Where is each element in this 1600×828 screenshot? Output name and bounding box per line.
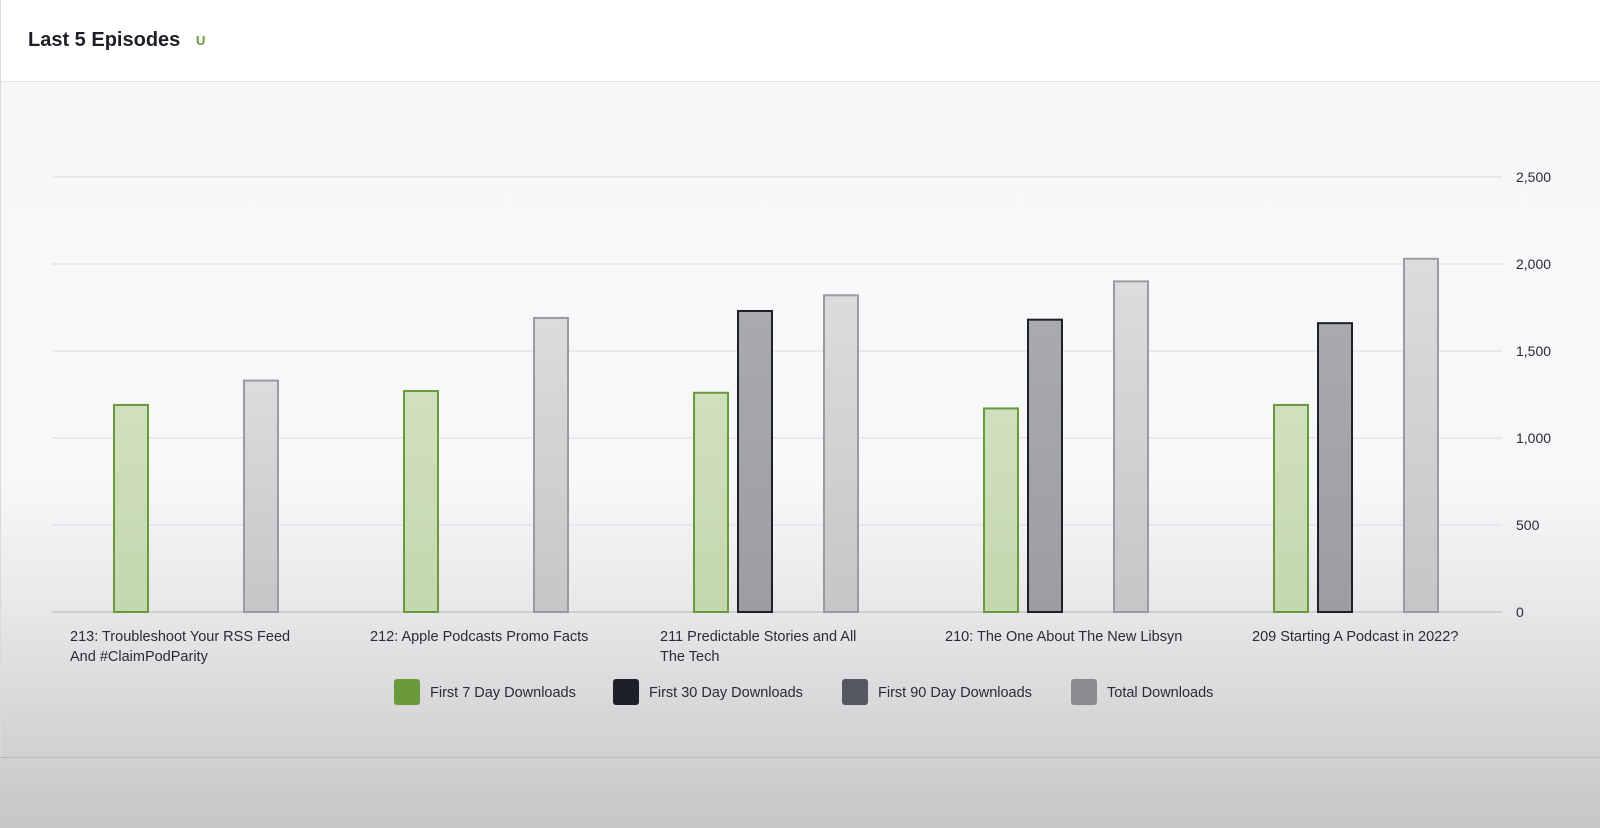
- legend-swatch[interactable]: [394, 679, 420, 705]
- y-tick-label: 2,500: [1516, 169, 1551, 185]
- bar-first-30-day-downloads[interactable]: [1317, 322, 1353, 613]
- page-title: Last 5 Episodes: [28, 29, 181, 51]
- legend-swatch[interactable]: [842, 679, 868, 705]
- x-tick-label: 210: The One About The New Libsyn: [945, 629, 1182, 645]
- legend-swatch[interactable]: [613, 679, 639, 705]
- bar-total-downloads[interactable]: [533, 316, 569, 613]
- footer-divider: [0, 757, 1600, 758]
- legend-label[interactable]: First 7 Day Downloads: [430, 685, 576, 701]
- bar-first-7-day-downloads[interactable]: [1273, 403, 1309, 613]
- x-tick-label: 209 Starting A Podcast in 2022?: [1252, 629, 1458, 645]
- bar-total-downloads[interactable]: [243, 379, 279, 613]
- card-header: Last 5 Episodes U: [0, 0, 1600, 82]
- x-tick-label: 213: Troubleshoot Your RSS Feed And #Clai…: [70, 629, 290, 665]
- card-border: [0, 0, 1, 758]
- y-tick-label: 1,500: [1516, 343, 1551, 359]
- y-tick-label: 1,000: [1516, 430, 1551, 446]
- bar-first-7-day-downloads[interactable]: [113, 403, 149, 613]
- title-badge[interactable]: U: [196, 33, 206, 48]
- bar-chart: 0 500 1,000 1,500 2,000 2,500 213: Troubleshoo…: [52, 169, 1551, 705]
- legend-label[interactable]: Total Downloads: [1107, 685, 1213, 701]
- bar-first-30-day-downloads[interactable]: [1027, 318, 1063, 613]
- bar-total-downloads[interactable]: [1113, 280, 1149, 613]
- y-tick-label: 500: [1516, 517, 1540, 533]
- legend-label[interactable]: First 90 Day Downloads: [878, 685, 1032, 701]
- x-tick-label: 211 Predictable Stories and All The Tech: [660, 629, 856, 665]
- legend-label[interactable]: First 30 Day Downloads: [649, 685, 803, 701]
- bar-first-7-day-downloads[interactable]: [693, 391, 729, 614]
- bar-total-downloads[interactable]: [1403, 257, 1439, 613]
- y-tick-label: 2,000: [1516, 256, 1551, 272]
- x-tick-label: 212: Apple Podcasts Promo Facts: [370, 629, 588, 645]
- bar-total-downloads[interactable]: [823, 294, 859, 613]
- y-tick-label: 0: [1516, 604, 1524, 620]
- legend-swatch[interactable]: [1071, 679, 1097, 705]
- bar-first-30-day-downloads[interactable]: [737, 309, 773, 613]
- bar-first-7-day-downloads[interactable]: [403, 390, 439, 613]
- bar-first-7-day-downloads[interactable]: [983, 407, 1019, 614]
